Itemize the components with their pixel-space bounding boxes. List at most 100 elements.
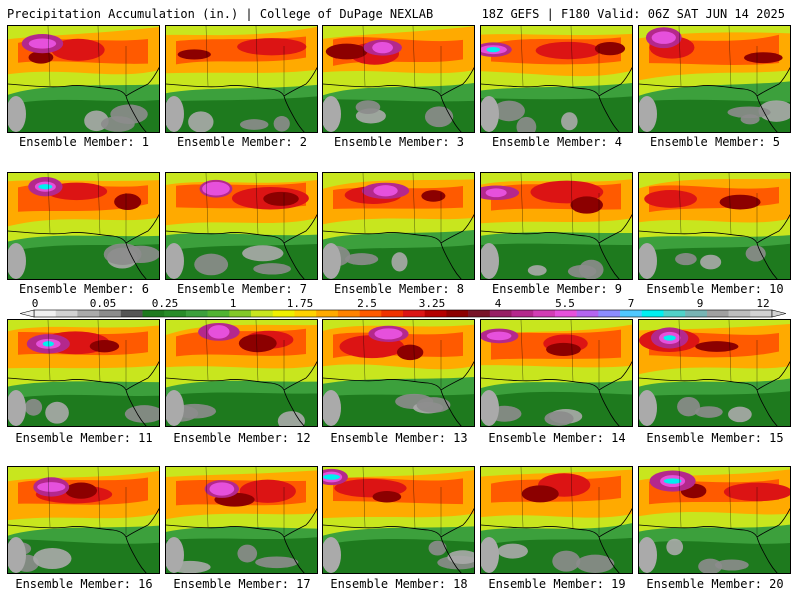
ensemble-member-label: Ensemble Member: 3 <box>333 135 465 149</box>
ensemble-member-map <box>7 319 160 427</box>
ensemble-member-map <box>638 25 791 133</box>
precip-map-svg <box>166 467 317 573</box>
ensemble-member-map <box>480 25 633 133</box>
colorbar-tick-label: 0.05 <box>90 297 117 310</box>
colorbar-tick-label: 12 <box>756 297 769 310</box>
colorbar-swatch <box>685 310 708 317</box>
colorbar-swatch <box>728 310 751 317</box>
precip-map-svg <box>481 173 632 279</box>
ensemble-member-map <box>638 319 791 427</box>
precip-map-svg <box>323 467 474 573</box>
colorbar-legend: 0 0.05 0.25 1 1.75 2.5 3.25 4 5.5 7 9 12 <box>20 297 786 323</box>
colorbar-swatch <box>598 310 621 317</box>
colorbar-swatch <box>750 310 773 317</box>
precip-map-svg <box>166 173 317 279</box>
ensemble-member-label: Ensemble Member: 13 <box>330 431 468 445</box>
ensemble-member-map <box>165 319 318 427</box>
colorbar-swatch <box>294 310 317 317</box>
colorbar-high-arrow <box>771 309 786 318</box>
ensemble-member-label: Ensemble Member: 6 <box>18 282 150 296</box>
ensemble-member-map <box>638 172 791 280</box>
colorbar-swatch <box>424 310 447 317</box>
ensemble-member-label: Ensemble Member: 18 <box>330 577 468 591</box>
ensemble-member-map <box>480 466 633 574</box>
colorbar-swatch <box>142 310 165 317</box>
ensemble-member-map <box>480 172 633 280</box>
colorbar-swatch <box>207 310 230 317</box>
ensemble-member-label: Ensemble Member: 10 <box>646 282 784 296</box>
precip-map-svg <box>8 467 159 573</box>
ensemble-member-label: Ensemble Member: 2 <box>176 135 308 149</box>
ensemble-member-label: Ensemble Member: 1 <box>18 135 150 149</box>
colorbar-svg: 0 0.05 0.25 1 1.75 2.5 3.25 4 5.5 7 9 12 <box>20 297 786 318</box>
colorbar-swatch <box>164 310 187 317</box>
precip-map-svg <box>323 173 474 279</box>
ensemble-member-label: Ensemble Member: 16 <box>15 577 153 591</box>
precip-map-svg <box>323 26 474 132</box>
colorbar-swatch <box>533 310 556 317</box>
precip-map-svg <box>481 320 632 426</box>
colorbar-tick-label: 0.25 <box>152 297 179 310</box>
colorbar-swatch <box>403 310 426 317</box>
colorbar-swatch <box>337 310 360 317</box>
colorbar-swatch <box>99 310 122 317</box>
ensemble-member-label: Ensemble Member: 4 <box>491 135 623 149</box>
colorbar-tick-label: 9 <box>697 297 704 310</box>
ensemble-member-map <box>322 319 475 427</box>
colorbar-swatch <box>316 310 339 317</box>
ensemble-member-map <box>165 25 318 133</box>
colorbar-swatch <box>55 310 78 317</box>
ensemble-member-map <box>165 466 318 574</box>
colorbar-swatch <box>446 310 469 317</box>
colorbar-swatch <box>489 310 512 317</box>
colorbar-swatch <box>251 310 274 317</box>
colorbar-tick-label: 7 <box>628 297 635 310</box>
precip-map-svg <box>166 320 317 426</box>
ensemble-member-map <box>322 172 475 280</box>
ensemble-member-map <box>7 466 160 574</box>
colorbar-tick-label: 2.5 <box>357 297 377 310</box>
colorbar-swatch <box>381 310 404 317</box>
colorbar-swatch <box>706 310 729 317</box>
precip-map-svg <box>639 173 790 279</box>
ensemble-member-label: Ensemble Member: 19 <box>488 577 626 591</box>
ensemble-member-map <box>7 25 160 133</box>
ensemble-member-map <box>322 466 475 574</box>
colorbar-low-arrow <box>20 309 35 318</box>
ensemble-member-label: Ensemble Member: 9 <box>491 282 623 296</box>
colorbar-swatch <box>576 310 599 317</box>
colorbar-swatch <box>663 310 686 317</box>
precip-map-svg <box>481 467 632 573</box>
ensemble-member-label: Ensemble Member: 15 <box>646 431 784 445</box>
precip-map-svg <box>8 26 159 132</box>
precip-map-svg <box>481 26 632 132</box>
ensemble-member-label: Ensemble Member: 20 <box>646 577 784 591</box>
ensemble-member-label: Ensemble Member: 11 <box>15 431 153 445</box>
ensemble-member-map <box>7 172 160 280</box>
colorbar-tick-label: 3.25 <box>419 297 446 310</box>
colorbar-swatch <box>554 310 577 317</box>
precip-map-svg <box>166 26 317 132</box>
ensemble-member-label: Ensemble Member: 17 <box>173 577 311 591</box>
ensemble-member-label: Ensemble Member: 8 <box>333 282 465 296</box>
ensemble-member-label: Ensemble Member: 14 <box>488 431 626 445</box>
run-valid-time: 18Z GEFS | F180 Valid: 06Z SAT JUN 14 20… <box>481 7 785 21</box>
colorbar-tick-label: 4 <box>495 297 502 310</box>
precip-map-svg <box>8 173 159 279</box>
ensemble-member-label: Ensemble Member: 12 <box>173 431 311 445</box>
ensemble-member-map <box>165 172 318 280</box>
precip-map-svg <box>639 467 790 573</box>
precip-map-svg <box>639 26 790 132</box>
colorbar-swatch <box>77 310 100 317</box>
colorbar-swatch <box>359 310 382 317</box>
colorbar-tick-label: 1.75 <box>287 297 314 310</box>
ensemble-member-map <box>480 319 633 427</box>
colorbar-swatch <box>34 310 57 317</box>
colorbar-tick-label: 5.5 <box>555 297 575 310</box>
colorbar-swatch <box>620 310 643 317</box>
ensemble-member-label: Ensemble Member: 5 <box>649 135 781 149</box>
precip-map-svg <box>8 320 159 426</box>
chart-title: Precipitation Accumulation (in.) | Colle… <box>7 7 434 21</box>
colorbar-swatch <box>185 310 208 317</box>
precip-map-svg <box>639 320 790 426</box>
